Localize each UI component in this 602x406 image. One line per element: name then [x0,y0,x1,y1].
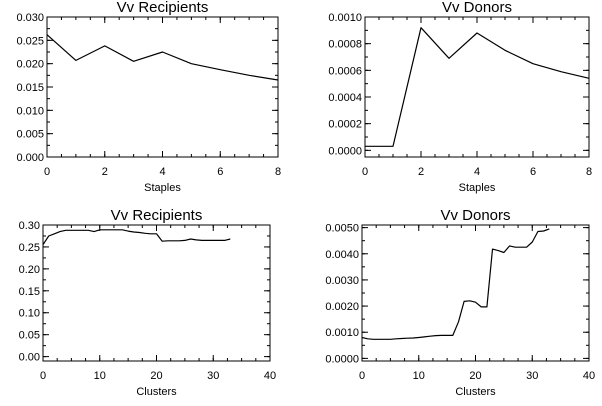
x-axis-label: Clusters [136,386,177,398]
x-tick-label: 30 [526,370,538,382]
y-tick-label: 0.0008 [328,39,362,51]
x-tick-label: 30 [207,370,219,382]
y-tick-label: 0.20 [19,264,40,276]
y-tick-label: 0.00 [19,352,40,364]
x-tick-label: 20 [150,370,162,382]
x-tick-label: 0 [44,166,50,178]
x-tick-label: 20 [469,370,481,382]
chart-panel-2: Vv Donors 0 2 4 6 8 0.0000 0.0002 0.0004 0.0006 0.… [328,0,592,194]
y-tick-label: 0.0010 [328,12,362,24]
x-tick-label: 0 [359,370,365,382]
series-line-1 [42,229,231,246]
x-tick-label: 2 [418,166,424,178]
y-tick-label: 0.000 [16,152,44,164]
y-tick-label: 0.030 [16,12,44,24]
y-tick-label: 0.0010 [325,327,359,339]
y-tick-label: 0.0050 [325,223,359,235]
y-tick-label: 0.0000 [325,353,359,365]
x-tick-label: 8 [275,166,281,178]
x-tick-label: 8 [586,166,592,178]
chart-title: Vv Donors [440,207,510,224]
y-tick-label: 0.0030 [325,275,359,287]
x-axis-label: Staples [459,182,496,194]
chart-title: Vv Recipients [117,0,209,16]
chart-title: Vv Donors [442,0,512,16]
y-tick-label: 0.10 [19,308,40,320]
chart-panel-4: Vv Donors 0 10 20 30 40 0.0000 0.0010 0.0020 0.00… [325,207,595,398]
y-tick-label: 0.020 [16,59,44,71]
series-line-1 [365,27,590,147]
y-tick-label: 0.005 [16,129,44,141]
chart-panel-1: Vv Recipients 0 2 4 6 8 0.000 0.005 0.010 0.015 0.… [16,0,281,194]
x-tick-label: 2 [102,166,108,178]
chart-title: Vv Recipients [111,207,203,224]
x-tick-label: 10 [94,370,106,382]
y-tick-label: 0.05 [19,330,40,342]
y-tick-label: 0.0006 [328,65,362,77]
y-tick-label: 0.0020 [325,301,359,313]
plot-frame [364,16,590,158]
y-tick-label: 0.0040 [325,249,359,261]
x-tick-label: 10 [413,370,425,382]
x-axis-label: Clusters [455,386,496,398]
x-axis-label: Staples [144,182,181,194]
y-tick-label: 0.25 [19,242,40,254]
x-tick-label: 0 [362,166,368,178]
y-tick-label: 0.015 [16,82,44,94]
series-line-1 [46,34,279,81]
x-tick-label: 6 [217,166,223,178]
y-tick-label: 0.025 [16,35,44,47]
chart-panel-3: Vv Recipients 0 10 20 30 40 0.00 0.05 0.10 0.15 0.… [19,207,277,398]
x-tick-label: 40 [264,370,276,382]
plot-frame [42,224,271,362]
x-tick-label: 4 [474,166,480,178]
y-tick-label: 0.010 [16,105,44,117]
x-tick-label: 40 [583,370,595,382]
plot-frame [46,16,279,158]
y-tick-label: 0.0004 [328,92,362,104]
y-tick-label: 0.0000 [328,145,362,157]
y-tick-label: 0.15 [19,286,40,298]
y-tick-label: 0.30 [19,220,40,232]
x-tick-label: 4 [159,166,165,178]
series-line-1 [361,228,550,340]
y-tick-label: 0.0002 [328,119,362,131]
plot-frame [361,224,590,362]
x-tick-label: 6 [530,166,536,178]
x-tick-label: 0 [40,370,46,382]
